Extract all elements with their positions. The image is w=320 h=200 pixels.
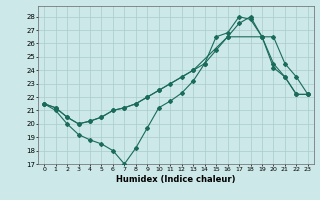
- X-axis label: Humidex (Indice chaleur): Humidex (Indice chaleur): [116, 175, 236, 184]
